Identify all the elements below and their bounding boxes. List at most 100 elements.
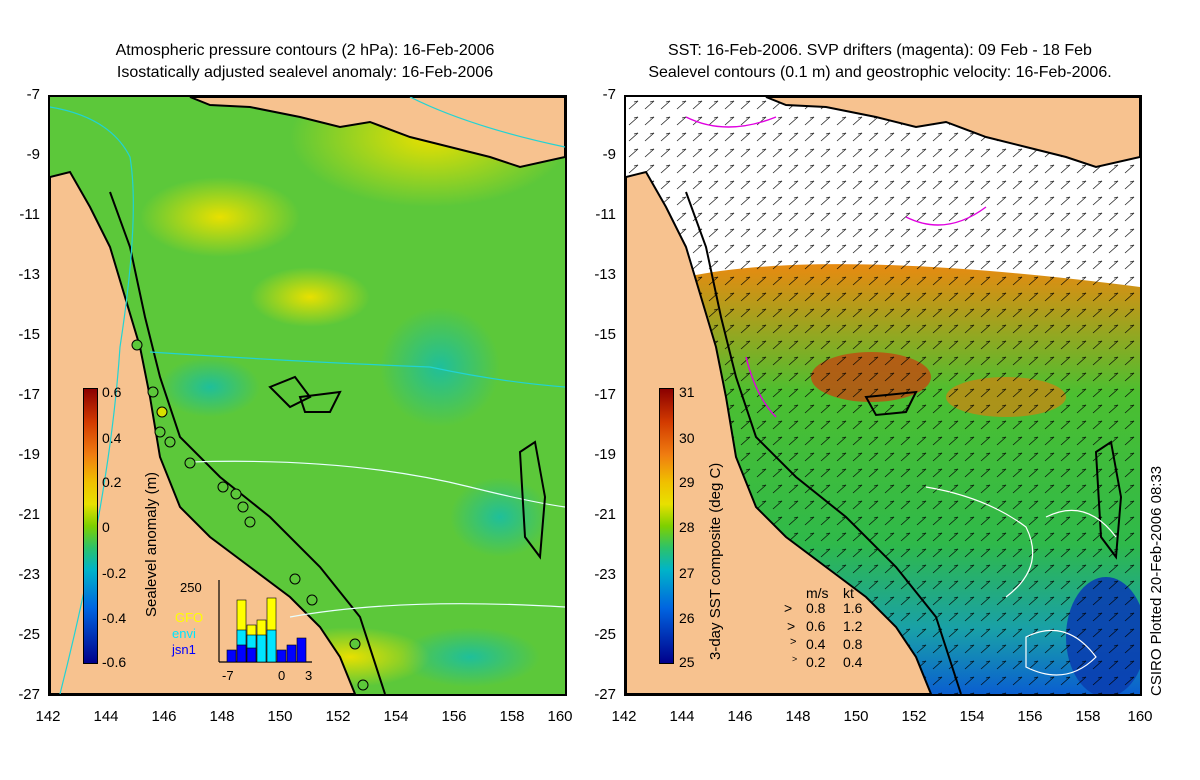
tide-gauge — [156, 406, 168, 418]
right-xtick: 150 — [843, 708, 869, 725]
velocity-legend-ms: 0.2 — [806, 654, 826, 670]
right-xtick: 154 — [959, 708, 985, 725]
sst-map-canvas — [626, 97, 1140, 694]
sealevel-colorbar-tick: -0.6 — [102, 654, 127, 670]
histogram-legend-jsn1: jsn1 — [172, 642, 196, 657]
tide-gauge — [349, 638, 361, 650]
australia-land — [626, 170, 933, 694]
velocity-legend-kt: 0.8 — [843, 636, 863, 652]
right-xtick: 146 — [727, 708, 753, 725]
right-ytick: -21 — [594, 506, 616, 523]
sealevel-contour — [925, 486, 1034, 598]
tide-gauge — [289, 573, 301, 585]
tide-gauge — [306, 594, 318, 606]
right-ytick: -15 — [594, 326, 616, 343]
left-ytick: -17 — [18, 386, 40, 403]
left-title-line2: Isostatically adjusted sealevel anomaly:… — [116, 64, 494, 81]
pressure-contour-5 — [409, 97, 565, 148]
right-ytick: -23 — [594, 566, 616, 583]
sst-colorbar — [659, 388, 674, 664]
velocity-legend-kt: 1.6 — [843, 600, 863, 616]
right-ytick: -9 — [602, 146, 616, 163]
reef-island — [864, 390, 918, 417]
left-xtick: 144 — [93, 708, 119, 725]
anomaly-low-south — [400, 627, 540, 687]
right-xtick: 158 — [1075, 708, 1101, 725]
pressure-contour-4 — [289, 603, 565, 618]
right-title-line1: SST: 16-Feb-2006. SVP drifters (magenta)… — [668, 42, 1092, 59]
left-ytick: -25 — [18, 626, 40, 643]
left-ytick: -23 — [18, 566, 40, 583]
sst-colorbar-tick: 25 — [679, 654, 695, 670]
histogram-xtick: 0 — [278, 668, 286, 683]
right-ytick: -25 — [594, 626, 616, 643]
sst-colorbar-tick: 27 — [679, 565, 695, 581]
left-ytick: -7 — [26, 86, 40, 103]
left-xtick: 152 — [325, 708, 351, 725]
velocity-legend-arrow: > — [792, 654, 798, 664]
sealevel-colorbar-tick: 0.2 — [102, 474, 122, 490]
anomaly-high-coral-sea — [140, 177, 300, 257]
new-guinea-land — [189, 97, 565, 169]
velocity-legend-kt: 0.4 — [843, 654, 863, 670]
right-xtick: 148 — [785, 708, 811, 725]
left-ytick: -21 — [18, 506, 40, 523]
shelf-edge-contour — [685, 191, 962, 694]
sealevel-colorbar-tick: 0.4 — [102, 430, 122, 446]
tide-gauge — [244, 516, 256, 528]
reef-island-2 — [298, 390, 342, 413]
right-ytick: -7 — [602, 86, 616, 103]
right-xtick: 144 — [669, 708, 695, 725]
velocity-legend-ms: 0.8 — [806, 600, 826, 616]
velocity-legend-header-ms: m/s — [806, 585, 829, 601]
right-xtick: 160 — [1127, 708, 1153, 725]
tide-gauge — [131, 339, 143, 351]
histogram-bar-jsn1 — [236, 644, 247, 663]
reef-island-1 — [268, 375, 312, 409]
velocity-legend-arrow: > — [787, 618, 796, 634]
histogram-bar-jsn1 — [246, 647, 257, 663]
left-xtick: 146 — [151, 708, 177, 725]
left-xtick: 160 — [547, 708, 573, 725]
pressure-contour-3 — [189, 460, 565, 508]
svp-drifter-tracks — [685, 116, 987, 418]
new-guinea-land — [765, 97, 1140, 169]
sst-colorbar-tick: 28 — [679, 519, 695, 535]
right-ytick: -11 — [595, 206, 616, 223]
sst-map — [624, 95, 1142, 696]
sealevel-colorbar-tick: -0.2 — [102, 565, 127, 581]
right-ytick: -13 — [594, 266, 616, 283]
histogram-bar-jsn1 — [276, 649, 287, 663]
left-ytick: -15 — [18, 326, 40, 343]
histogram-legend-gfo: GFO — [175, 610, 204, 625]
sealevel-colorbar-tick: 0.6 — [102, 384, 122, 400]
sst-colorbar-tick: 26 — [679, 610, 695, 626]
velocity-legend-kt: 1.2 — [843, 618, 863, 634]
right-xtick: 152 — [901, 708, 927, 725]
left-ytick: -19 — [18, 446, 40, 463]
anomaly-low-east — [450, 477, 550, 557]
sealevel-colorbar — [83, 388, 98, 664]
sealevel-colorbar-tick: 0 — [102, 519, 110, 535]
pressure-contour-2 — [149, 351, 565, 388]
left-ytick: -9 — [26, 146, 40, 163]
histogram-bar-envi — [256, 634, 267, 663]
reef-island-east — [1094, 440, 1123, 560]
histogram-xtick: -7 — [222, 668, 234, 683]
reef-island-east — [518, 440, 547, 560]
histogram-canvas — [218, 580, 312, 663]
histogram-legend-envi: envi — [172, 626, 196, 641]
left-ytick: -27 — [18, 686, 40, 703]
shelf-edge-contour — [109, 191, 386, 694]
velocity-legend-ms: 0.6 — [806, 618, 826, 634]
anomaly-low-west — [160, 357, 260, 417]
sst-colorbar-tick: 31 — [679, 384, 695, 400]
sst-colorbar-tick: 29 — [679, 474, 695, 490]
sealevel-contour — [1045, 509, 1117, 538]
right-xtick: 142 — [611, 708, 637, 725]
left-xtick: 148 — [209, 708, 235, 725]
anomaly-high-mid — [250, 267, 370, 327]
sealevel-colorbar-tick: -0.4 — [102, 610, 127, 626]
tide-gauge — [184, 457, 196, 469]
right-ytick: -27 — [594, 686, 616, 703]
